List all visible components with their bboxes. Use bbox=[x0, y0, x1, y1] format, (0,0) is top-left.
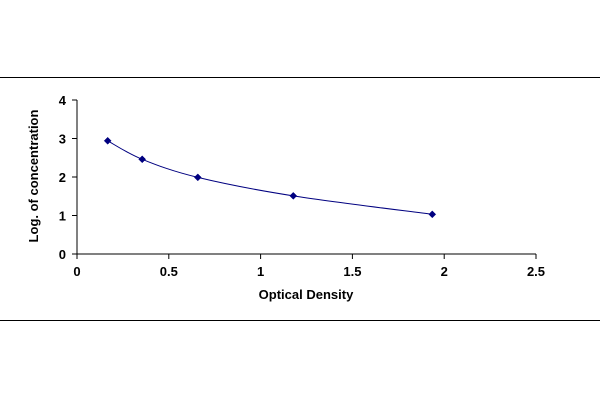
x-tick-label: 1 bbox=[257, 264, 264, 279]
trend-curve bbox=[107, 140, 433, 215]
data-markers bbox=[103, 136, 437, 219]
chart: 0 1 2 3 4 0 0.5 1 1.5 2 2.5 Optical Density Log. o… bbox=[26, 93, 545, 302]
data-point bbox=[289, 192, 298, 200]
data-point bbox=[103, 136, 112, 145]
x-tick-label: 1.5 bbox=[343, 264, 361, 279]
x-tick-label: 0 bbox=[73, 264, 80, 279]
ticks: 0 1 2 3 4 0 0.5 1 1.5 2 2.5 bbox=[59, 93, 545, 279]
y-axis-title: Log. of concentration bbox=[26, 110, 41, 243]
data-point bbox=[428, 210, 437, 219]
x-tick-label: 0.5 bbox=[160, 264, 178, 279]
y-tick-label: 4 bbox=[59, 93, 67, 108]
chart-frame: 0 1 2 3 4 0 0.5 1 1.5 2 2.5 Optical Density Log. o… bbox=[0, 77, 600, 321]
x-tick-label: 2.5 bbox=[527, 264, 545, 279]
y-tick-label: 1 bbox=[59, 209, 66, 224]
data-point bbox=[193, 173, 202, 182]
y-tick-label: 0 bbox=[59, 247, 66, 262]
axes bbox=[76, 100, 536, 255]
data-point bbox=[138, 155, 147, 164]
x-axis-title: Optical Density bbox=[259, 287, 354, 302]
y-tick-label: 2 bbox=[59, 170, 66, 185]
x-tick-label: 2 bbox=[441, 264, 448, 279]
y-tick-label: 3 bbox=[59, 132, 66, 147]
